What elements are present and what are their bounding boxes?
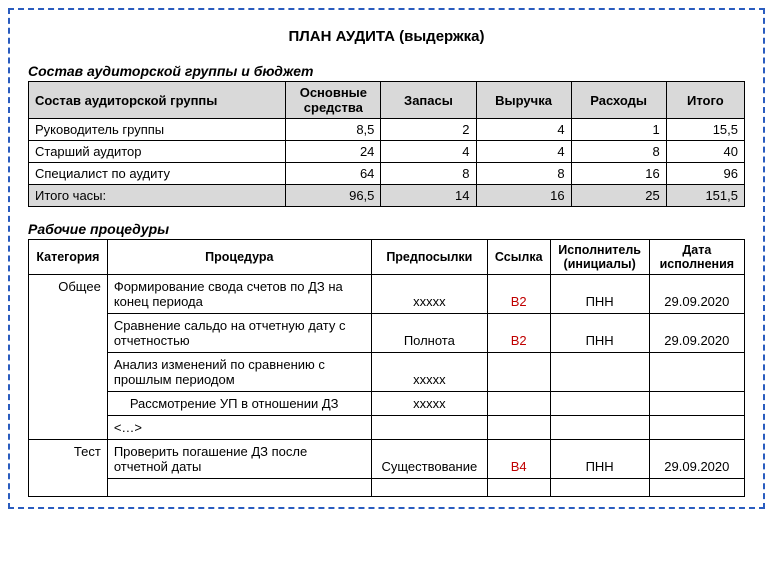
budget-cell: 40 — [666, 141, 744, 163]
budget-cell: 8 — [476, 163, 571, 185]
audit-plan-page: ПЛАН АУДИТА (выдержка) Состав аудиторско… — [8, 8, 765, 509]
proc-pre — [371, 479, 487, 497]
proc-pre: Полнота — [371, 314, 487, 353]
proc-date: 29.09.2020 — [649, 275, 744, 314]
proc-link — [487, 353, 550, 392]
proc-exec — [550, 392, 649, 416]
proc-date — [649, 479, 744, 497]
proc-header-row: Категория Процедура Предпосылки Ссылка И… — [29, 240, 745, 275]
proc-exec — [550, 479, 649, 497]
budget-cell: 2 — [381, 119, 476, 141]
budget-total-cell: 16 — [476, 185, 571, 207]
proc-pre: ххххх — [371, 353, 487, 392]
col-executor: Исполнитель (инициалы) — [550, 240, 649, 275]
budget-total-cell: 151,5 — [666, 185, 744, 207]
proc-text: Формирование свода счетов по ДЗ на конец… — [107, 275, 371, 314]
budget-cell: 1 — [571, 119, 666, 141]
procedures-table: Категория Процедура Предпосылки Ссылка И… — [28, 239, 745, 497]
budget-total-cell: 14 — [381, 185, 476, 207]
proc-exec: ПНН — [550, 314, 649, 353]
col-preconditions: Предпосылки — [371, 240, 487, 275]
proc-link — [487, 479, 550, 497]
col-inventory: Запасы — [381, 82, 476, 119]
proc-date: 29.09.2020 — [649, 440, 744, 479]
section2-title: Рабочие процедуры — [28, 221, 745, 237]
budget-cell: 24 — [286, 141, 381, 163]
proc-date — [649, 392, 744, 416]
budget-cell: 96 — [666, 163, 744, 185]
budget-label: Руководитель группы — [29, 119, 286, 141]
col-total: Итого — [666, 82, 744, 119]
proc-exec — [550, 416, 649, 440]
budget-cell: 64 — [286, 163, 381, 185]
budget-row: Руководитель группы 8,5 2 4 1 15,5 — [29, 119, 745, 141]
budget-cell: 8,5 — [286, 119, 381, 141]
budget-cell: 4 — [381, 141, 476, 163]
proc-text: Рассмотрение УП в отношении ДЗ — [107, 392, 371, 416]
proc-text — [107, 479, 371, 497]
proc-pre: Существование — [371, 440, 487, 479]
proc-date — [649, 353, 744, 392]
page-title: ПЛАН АУДИТА (выдержка) — [28, 28, 745, 45]
proc-row: <…> — [29, 416, 745, 440]
proc-category: Общее — [29, 275, 108, 440]
proc-pre: ххххх — [371, 392, 487, 416]
budget-table: Состав аудиторской группы Основные средс… — [28, 81, 745, 207]
proc-link: В2 — [487, 314, 550, 353]
budget-cell: 4 — [476, 119, 571, 141]
proc-date: 29.09.2020 — [649, 314, 744, 353]
col-fixed-assets: Основные средства — [286, 82, 381, 119]
proc-category: Тест — [29, 440, 108, 497]
col-group: Состав аудиторской группы — [29, 82, 286, 119]
proc-link — [487, 392, 550, 416]
budget-row: Старший аудитор 24 4 4 8 40 — [29, 141, 745, 163]
proc-text: Проверить погашение ДЗ после отчетной да… — [107, 440, 371, 479]
col-category: Категория — [29, 240, 108, 275]
proc-text: Анализ изменений по сравнению с прошлым … — [107, 353, 371, 392]
proc-row: Тест Проверить погашение ДЗ после отчетн… — [29, 440, 745, 479]
proc-row: Сравнение сальдо на отчетную дату с отче… — [29, 314, 745, 353]
budget-label: Старший аудитор — [29, 141, 286, 163]
budget-label: Специалист по аудиту — [29, 163, 286, 185]
proc-row: Анализ изменений по сравнению с прошлым … — [29, 353, 745, 392]
section1-title: Состав аудиторской группы и бюджет — [28, 63, 745, 79]
col-revenue: Выручка — [476, 82, 571, 119]
budget-cell: 4 — [476, 141, 571, 163]
budget-cell: 8 — [381, 163, 476, 185]
proc-exec — [550, 353, 649, 392]
col-link: Ссылка — [487, 240, 550, 275]
proc-pre: ххххх — [371, 275, 487, 314]
proc-link — [487, 416, 550, 440]
proc-link: В4 — [487, 440, 550, 479]
budget-total-cell: 25 — [571, 185, 666, 207]
col-date: Дата исполнения — [649, 240, 744, 275]
proc-row: Общее Формирование свода счетов по ДЗ на… — [29, 275, 745, 314]
proc-date — [649, 416, 744, 440]
budget-total-label: Итого часы: — [29, 185, 286, 207]
proc-pre — [371, 416, 487, 440]
proc-row: Рассмотрение УП в отношении ДЗ ххххх — [29, 392, 745, 416]
proc-row — [29, 479, 745, 497]
budget-cell: 15,5 — [666, 119, 744, 141]
proc-text-ellipsis: <…> — [107, 416, 371, 440]
budget-cell: 16 — [571, 163, 666, 185]
budget-total-cell: 96,5 — [286, 185, 381, 207]
budget-cell: 8 — [571, 141, 666, 163]
proc-exec: ПНН — [550, 275, 649, 314]
col-procedure: Процедура — [107, 240, 371, 275]
proc-exec: ПНН — [550, 440, 649, 479]
budget-header-row: Состав аудиторской группы Основные средс… — [29, 82, 745, 119]
proc-text: Сравнение сальдо на отчетную дату с отче… — [107, 314, 371, 353]
budget-total-row: Итого часы: 96,5 14 16 25 151,5 — [29, 185, 745, 207]
proc-link: В2 — [487, 275, 550, 314]
budget-row: Специалист по аудиту 64 8 8 16 96 — [29, 163, 745, 185]
col-expenses: Расходы — [571, 82, 666, 119]
